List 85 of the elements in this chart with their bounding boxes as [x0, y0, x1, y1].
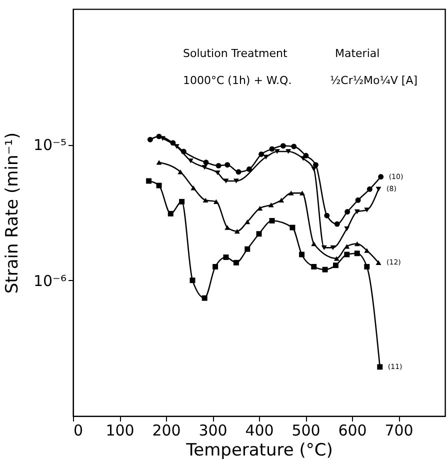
x-tick-label: 0 — [74, 422, 84, 440]
point — [202, 295, 208, 301]
point — [332, 262, 338, 268]
x-axis-title: Temperature (°C) — [185, 440, 333, 460]
point — [256, 231, 262, 237]
point — [378, 174, 384, 180]
point — [355, 197, 361, 203]
point — [258, 152, 264, 157]
point — [146, 178, 152, 184]
point — [334, 221, 340, 227]
point — [202, 198, 208, 203]
point — [354, 250, 360, 256]
point — [324, 212, 330, 218]
point — [202, 165, 208, 170]
point — [212, 264, 218, 270]
x-tick-label: 600 — [338, 422, 367, 440]
point — [234, 228, 240, 234]
point — [299, 252, 305, 258]
point — [223, 178, 229, 184]
point — [280, 143, 286, 149]
point — [263, 154, 269, 160]
point — [354, 241, 360, 246]
point — [233, 178, 239, 184]
annotation: Material — [335, 47, 380, 60]
point — [214, 170, 220, 176]
x-tick-label: 400 — [245, 422, 274, 440]
point — [178, 170, 184, 174]
point — [288, 190, 294, 196]
point — [334, 256, 340, 261]
point — [246, 166, 252, 172]
point — [311, 166, 317, 172]
point — [300, 190, 305, 196]
y-tick-label: 10⁻⁶ — [33, 272, 66, 290]
point — [290, 224, 296, 230]
point — [168, 210, 174, 216]
point — [344, 209, 350, 215]
point — [268, 202, 274, 208]
point — [330, 245, 336, 250]
point — [274, 149, 280, 154]
point — [147, 136, 153, 142]
point — [377, 364, 383, 370]
point — [257, 206, 263, 211]
annotation: ½Cr½Mo¼V [A] — [330, 74, 418, 87]
point — [156, 182, 162, 188]
point — [344, 244, 350, 249]
point — [244, 219, 250, 224]
x-tick-label: 500 — [292, 422, 320, 440]
point — [269, 218, 275, 224]
point — [269, 146, 275, 152]
point — [156, 160, 162, 165]
point — [364, 264, 370, 270]
point — [224, 225, 230, 230]
annotation: 1000°C (1h) + W.Q. — [183, 74, 292, 87]
x-tick-label: 300 — [198, 422, 228, 440]
point — [354, 209, 360, 214]
point — [203, 160, 209, 166]
point — [190, 186, 196, 190]
point — [364, 248, 370, 253]
point — [244, 246, 250, 252]
point — [321, 245, 327, 250]
point — [233, 260, 239, 266]
point — [322, 266, 328, 272]
point — [376, 260, 382, 266]
annotation: Solution Treatment — [183, 47, 288, 60]
point — [286, 149, 292, 154]
point — [344, 252, 350, 258]
point — [291, 144, 297, 150]
point — [223, 254, 229, 260]
x-tick-label: 700 — [384, 422, 414, 440]
point — [216, 162, 222, 168]
y-axis-title: Strain Rate (min⁻¹) — [2, 132, 22, 294]
point — [366, 186, 372, 192]
point — [224, 162, 230, 168]
point — [278, 198, 284, 203]
y-tick-label: 10⁻⁵ — [33, 136, 66, 154]
x-tick-label: 200 — [152, 422, 181, 440]
point — [179, 198, 185, 204]
point — [312, 162, 318, 168]
point — [213, 199, 219, 204]
x-tick-label: 100 — [106, 422, 134, 440]
point — [311, 241, 317, 246]
point — [236, 169, 242, 175]
point — [344, 226, 350, 232]
point — [190, 278, 196, 284]
point — [311, 264, 317, 270]
